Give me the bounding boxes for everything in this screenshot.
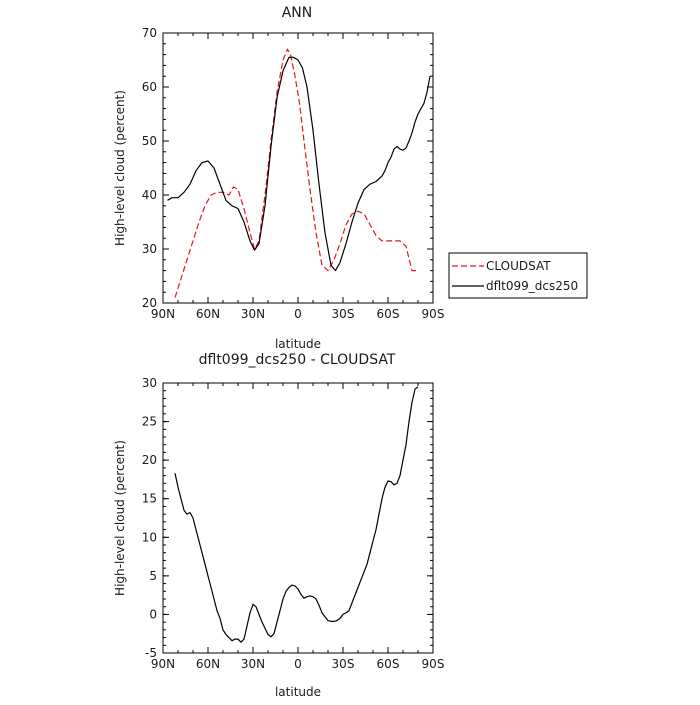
bottom-x-tick-label: 60N [196,657,220,671]
top-x-tick-label: 90S [422,307,445,321]
bottom-x-tick-label: 90S [422,657,445,671]
top-x-tick-label: 30N [241,307,265,321]
top-x-tick-label: 60S [377,307,400,321]
bottom-x-tick-label: 60S [377,657,400,671]
bottom-y-axis-label: High-level cloud (percent) [113,440,127,596]
bottom-ticks: 90N 60N 30N 0 30S 60S 90S -5 0 5 10 15 20 25 30 [142,376,445,671]
bottom-series-line-0 [174,386,419,643]
top-x-tick-label: 60N [196,307,220,321]
bottom-x-tick-label: 90N [151,657,175,671]
panel-bottom: dflt099_dcs250 - CLOUDSAT 90N 60N 30N 0 30S 6… [113,352,444,699]
legend: CLOUDSAT dflt099_dcs250 [448,252,588,299]
top-y-tick-label: 50 [142,134,157,148]
legend-label-model: dflt099_dcs250 [486,279,578,293]
top-x-tick-label: 90N [151,307,175,321]
top-x-tick-label: 30S [332,307,355,321]
top-y-tick-label: 60 [142,80,157,94]
bottom-x-axis-label: latitude [275,685,321,699]
top-y-tick-label: 20 [142,296,157,310]
bottom-y-tick-label: 10 [142,530,157,544]
top-series-line-1 [167,56,431,272]
bottom-x-tick-label: 30S [332,657,355,671]
top-ticks: 90N 60N 30N 0 30S 60S 90S 20 30 40 50 60 70 [142,26,445,321]
bottom-y-tick-label: 20 [142,453,157,467]
top-x-tick-label: 0 [294,307,302,321]
bottom-y-tick-label: 0 [149,607,157,621]
bottom-y-tick-label: 5 [149,569,157,583]
bottom-series-lines [174,386,419,643]
bottom-y-tick-label: -5 [145,646,157,660]
legend-label-cloudsat: CLOUDSAT [486,259,551,273]
panel-top: ANN 90N 60N 30N 0 30S 60S 90S 20 30 40 50 60 70 lati… [113,5,588,351]
bottom-y-tick-label: 30 [142,376,157,390]
bottom-x-tick-label: 30N [241,657,265,671]
bottom-y-tick-label: 15 [142,492,157,506]
top-y-tick-label: 40 [142,188,157,202]
bottom-plot-frame [162,382,434,654]
top-x-axis-label: latitude [275,337,321,351]
top-series-line-0 [174,48,418,298]
top-y-tick-label: 70 [142,26,157,40]
top-plot-frame [162,32,434,304]
bottom-x-tick-label: 0 [294,657,302,671]
top-y-tick-label: 30 [142,242,157,256]
top-chart-title: ANN [282,5,313,21]
bottom-y-tick-label: 25 [142,415,157,429]
top-y-axis-label: High-level cloud (percent) [113,90,127,246]
legend-box [448,252,588,299]
top-series-lines [167,48,431,298]
bottom-chart-title: dflt099_dcs250 - CLOUDSAT [199,352,396,368]
